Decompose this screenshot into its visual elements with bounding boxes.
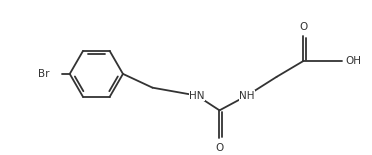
Text: O: O <box>215 143 224 153</box>
Text: O: O <box>299 22 307 31</box>
Text: HN: HN <box>189 91 205 101</box>
Text: NH: NH <box>239 91 255 101</box>
Text: Br: Br <box>38 69 49 79</box>
Text: OH: OH <box>346 56 362 66</box>
